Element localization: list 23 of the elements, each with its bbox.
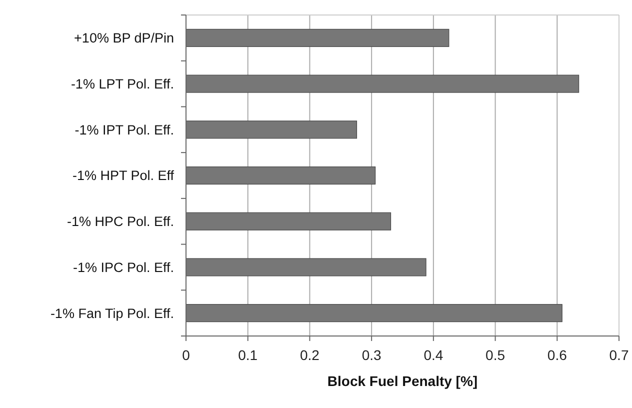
y-tick-label: -1% LPT Pol. Eff.: [70, 76, 174, 92]
y-tick-label: -1% Fan Tip Pol. Eff.: [50, 306, 174, 321]
x-axis-title: Block Fuel Penalty [%]: [327, 373, 478, 389]
bar: [186, 212, 392, 230]
y-tick-label: +10% BP dP/Pin: [74, 30, 174, 46]
x-tick-label: 0.6: [547, 347, 568, 363]
y-tick-label: -1% IPC Pol. Eff.: [72, 260, 174, 275]
y-tick-label: -1% IPT Pol. Eff.: [74, 122, 174, 138]
x-tick-label: 0.2: [300, 347, 320, 363]
bar: [186, 74, 580, 93]
x-tick-label: 0.3: [362, 347, 382, 363]
bar: [186, 166, 376, 185]
x-tick-label: 0.4: [424, 347, 444, 363]
bar: [186, 28, 450, 47]
x-tick-label: 0.1: [238, 347, 258, 363]
bar: [186, 120, 358, 139]
x-tick-label: 0: [182, 347, 190, 363]
y-tick-label: -1% HPC Pol. Eff.: [66, 214, 174, 230]
x-tick-label: 0.7: [609, 347, 629, 363]
bar: [186, 258, 426, 276]
bar: [186, 304, 562, 322]
x-tick-label: 0.5: [486, 347, 506, 363]
y-tick-label: -1% HPT Pol. Eff: [72, 168, 174, 184]
